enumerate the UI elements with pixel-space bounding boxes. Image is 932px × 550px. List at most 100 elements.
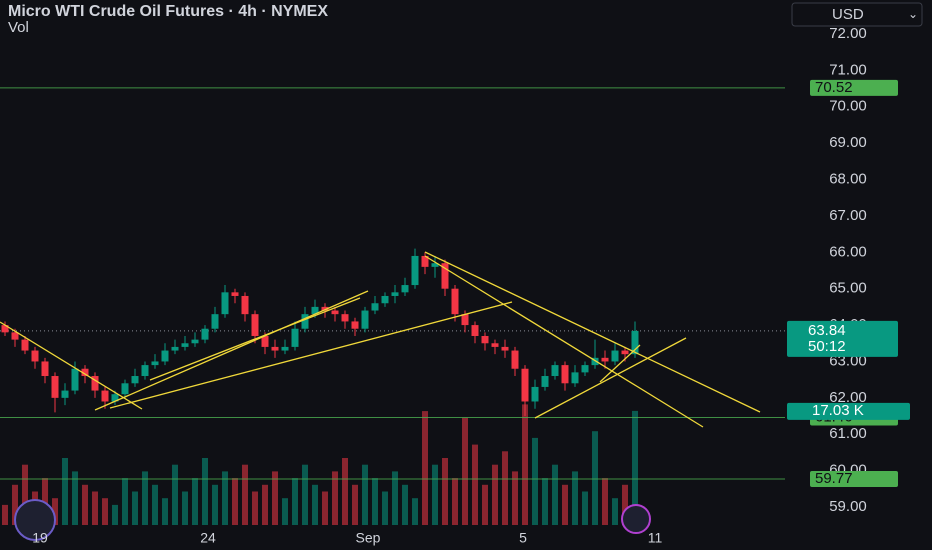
candle-body bbox=[151, 361, 159, 366]
candles bbox=[1, 248, 639, 417]
volume-bar bbox=[182, 491, 188, 525]
candle-body bbox=[221, 292, 229, 315]
logo-icon[interactable] bbox=[14, 499, 56, 541]
dropdown-icon[interactable]: ⌄ bbox=[908, 7, 918, 21]
countdown: 50:12 bbox=[808, 338, 846, 355]
volume-bar bbox=[62, 458, 68, 525]
volume-bar bbox=[532, 437, 538, 525]
y-tick-label: 69.00 bbox=[829, 134, 867, 151]
candle-body bbox=[231, 292, 239, 296]
trend-line bbox=[424, 255, 704, 428]
volume-bar bbox=[262, 484, 268, 525]
candle-body bbox=[411, 255, 419, 286]
y-tick-label: 68.00 bbox=[829, 171, 867, 188]
alert-icon[interactable] bbox=[621, 504, 651, 534]
volume-bar bbox=[92, 491, 98, 525]
level-tag-label: 59.77 bbox=[815, 470, 853, 487]
volume-bar bbox=[632, 410, 638, 525]
volume-tag-label: 17.03 K bbox=[812, 402, 864, 419]
candle-body bbox=[461, 314, 469, 326]
volume-bar bbox=[132, 491, 138, 525]
candle-body bbox=[391, 292, 399, 296]
candle-body bbox=[61, 390, 69, 398]
volume-bar bbox=[402, 484, 408, 525]
candle-body bbox=[251, 314, 259, 336]
candle-body bbox=[321, 306, 329, 311]
last-price-tag bbox=[787, 320, 898, 357]
volume-bar bbox=[22, 464, 28, 525]
volume-bar bbox=[502, 451, 508, 525]
trend-line bbox=[149, 297, 361, 381]
candle-body bbox=[291, 328, 299, 347]
candle-body bbox=[211, 314, 219, 329]
candle-body bbox=[51, 376, 59, 398]
candle-body bbox=[31, 350, 39, 362]
candle-body bbox=[181, 343, 189, 347]
trend-line bbox=[424, 251, 761, 413]
volume-bar bbox=[382, 491, 388, 525]
volume-bar bbox=[452, 478, 458, 525]
candle-body bbox=[381, 295, 389, 304]
volume-bar bbox=[82, 484, 88, 525]
volume-bar bbox=[572, 471, 578, 525]
levels bbox=[0, 87, 785, 480]
currency-button[interactable] bbox=[791, 2, 923, 27]
candle-body bbox=[121, 383, 129, 395]
candle-body bbox=[91, 376, 99, 391]
y-tick-label: 71.00 bbox=[829, 61, 867, 78]
trend-line bbox=[599, 344, 641, 383]
y-tick-label: 59.00 bbox=[829, 498, 867, 515]
candle-body bbox=[81, 368, 89, 377]
candle-body bbox=[191, 339, 199, 344]
volume-bar bbox=[412, 498, 418, 525]
volume-bar bbox=[172, 464, 178, 525]
candle-body bbox=[581, 365, 589, 373]
trend-line bbox=[94, 290, 369, 411]
volume-bar bbox=[392, 471, 398, 525]
candle-body bbox=[271, 346, 279, 351]
candle-body bbox=[471, 325, 479, 336]
volume-bar bbox=[562, 484, 568, 525]
trend-line bbox=[109, 301, 513, 409]
candle-body bbox=[611, 350, 619, 362]
currency-label[interactable]: USD bbox=[832, 6, 864, 23]
subtitle: Vol bbox=[8, 19, 29, 36]
volume-bar bbox=[332, 471, 338, 525]
x-tick-label: 19 bbox=[32, 530, 48, 546]
volume-bar bbox=[102, 498, 108, 525]
candle-body bbox=[441, 263, 449, 289]
volume-bar bbox=[12, 484, 18, 525]
candle-body bbox=[351, 321, 359, 329]
level-tag bbox=[810, 79, 898, 96]
candle-body bbox=[261, 335, 269, 347]
time-axis: 19 24 Sep 5 11 bbox=[32, 530, 662, 546]
volume-bar bbox=[362, 464, 368, 525]
y-tick-label: 72.00 bbox=[829, 25, 867, 42]
volume-bar bbox=[552, 464, 558, 525]
candle-body bbox=[141, 365, 149, 377]
volume-bar bbox=[212, 484, 218, 525]
candle-body bbox=[431, 263, 439, 267]
volume-bar bbox=[592, 431, 598, 525]
volume-bar bbox=[232, 478, 238, 525]
candle-body bbox=[401, 285, 409, 293]
volume-bar bbox=[512, 471, 518, 525]
candle-body bbox=[571, 372, 579, 384]
volume-pane bbox=[2, 404, 638, 525]
volume-bar bbox=[312, 484, 318, 525]
y-tick-label: 61.00 bbox=[829, 425, 867, 442]
volume-bar bbox=[282, 498, 288, 525]
y-tick-label: 65.00 bbox=[829, 280, 867, 297]
volume-bar bbox=[242, 464, 248, 525]
volume-bar bbox=[292, 478, 298, 525]
volume-bar bbox=[142, 471, 148, 525]
candle-body bbox=[201, 328, 209, 340]
volume-bar bbox=[612, 498, 618, 525]
candle-body bbox=[511, 350, 519, 369]
volume-bar bbox=[322, 491, 328, 525]
candle-body bbox=[561, 365, 569, 384]
volume-bar bbox=[342, 458, 348, 525]
volume-bar bbox=[602, 478, 608, 525]
